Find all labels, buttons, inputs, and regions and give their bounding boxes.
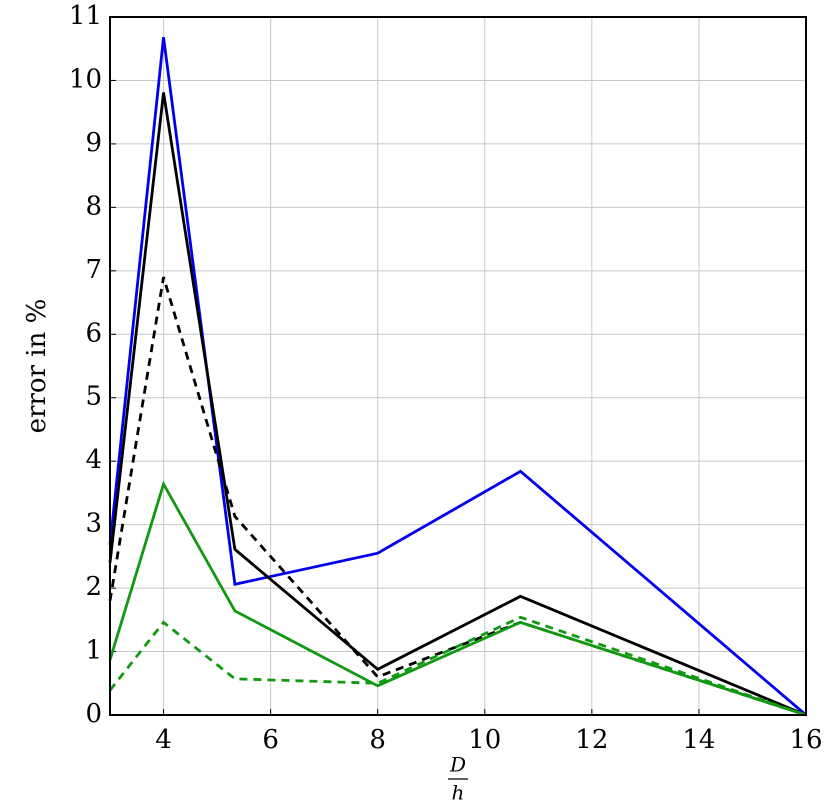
y-tick-label: 6 — [85, 318, 102, 348]
y-tick-label: 8 — [85, 191, 102, 221]
data-line — [108, 615, 807, 717]
x-tick-label: 12 — [575, 725, 608, 755]
y-tick-label: 7 — [85, 255, 102, 285]
x-tick-label: 4 — [155, 725, 172, 755]
plot-frame — [109, 16, 807, 716]
data-line — [108, 480, 807, 717]
x-axis-label-denominator: h — [452, 781, 465, 805]
x-tick-label: 6 — [262, 725, 279, 755]
y-tick-label: 9 — [85, 128, 102, 158]
x-tick-label: 14 — [682, 725, 715, 755]
y-tick-label: 5 — [85, 382, 102, 412]
y-tick-label: 1 — [85, 636, 102, 666]
y-tick-label: 11 — [69, 1, 102, 31]
x-tick-label: 16 — [789, 725, 822, 755]
y-axis-label: error in % — [22, 299, 52, 434]
x-tick-label: 10 — [468, 725, 501, 755]
data-line — [108, 92, 807, 717]
y-tick-label: 3 — [85, 509, 102, 539]
x-tick-label: 8 — [369, 725, 386, 755]
y-tick-label: 2 — [85, 572, 102, 602]
y-tick-label: 10 — [69, 64, 102, 94]
y-tick-label: 4 — [85, 445, 102, 475]
y-tick-label: 0 — [85, 699, 102, 729]
x-axis-label-numerator: D — [449, 753, 466, 777]
data-line — [108, 37, 807, 717]
